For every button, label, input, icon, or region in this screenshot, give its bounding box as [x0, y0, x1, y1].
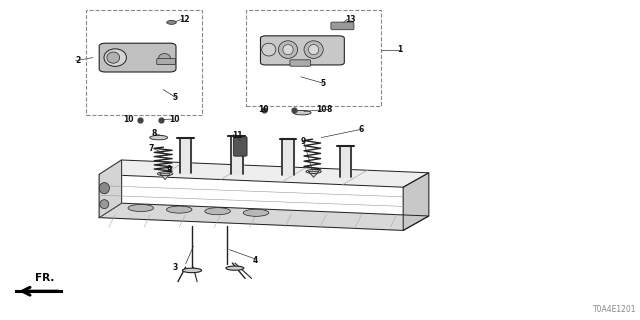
Ellipse shape [243, 209, 269, 216]
Ellipse shape [283, 44, 293, 55]
Polygon shape [308, 172, 319, 177]
Ellipse shape [157, 172, 173, 176]
Polygon shape [160, 174, 170, 180]
FancyBboxPatch shape [234, 137, 247, 156]
Text: 10: 10 [258, 105, 268, 114]
Text: 10: 10 [169, 115, 179, 124]
FancyBboxPatch shape [157, 59, 175, 65]
Ellipse shape [159, 54, 170, 62]
Ellipse shape [107, 52, 120, 63]
FancyBboxPatch shape [99, 43, 176, 72]
Ellipse shape [166, 206, 192, 213]
Polygon shape [403, 173, 429, 230]
Polygon shape [180, 138, 191, 173]
Polygon shape [99, 160, 122, 218]
Polygon shape [99, 203, 429, 230]
Text: T0A4E1201: T0A4E1201 [593, 305, 637, 314]
Text: 4: 4 [253, 256, 258, 265]
Text: 10: 10 [124, 115, 134, 124]
Ellipse shape [293, 110, 311, 115]
Ellipse shape [150, 135, 168, 140]
Text: 12: 12 [179, 15, 189, 24]
Text: 3: 3 [173, 263, 178, 272]
Bar [246, 10, 381, 106]
Ellipse shape [226, 266, 244, 270]
Text: 9: 9 [301, 137, 306, 146]
Bar [86, 10, 202, 115]
Text: 5: 5 [320, 79, 325, 88]
Polygon shape [99, 160, 429, 187]
Ellipse shape [128, 204, 154, 212]
FancyBboxPatch shape [331, 22, 354, 30]
Text: FR.: FR. [35, 273, 54, 283]
FancyBboxPatch shape [260, 36, 344, 65]
Ellipse shape [104, 49, 127, 67]
Ellipse shape [278, 41, 298, 59]
Text: 9: 9 [166, 165, 172, 174]
Text: 11: 11 [232, 131, 242, 140]
Polygon shape [282, 139, 294, 175]
Ellipse shape [306, 170, 321, 173]
Text: 8: 8 [152, 129, 157, 138]
Ellipse shape [304, 41, 323, 59]
Text: 10: 10 [316, 105, 326, 114]
Text: 5: 5 [173, 93, 178, 102]
Polygon shape [231, 136, 243, 174]
FancyBboxPatch shape [290, 60, 310, 66]
Text: 1: 1 [397, 45, 402, 54]
Ellipse shape [100, 200, 109, 209]
Ellipse shape [308, 44, 319, 55]
Ellipse shape [262, 43, 276, 56]
Ellipse shape [205, 208, 230, 215]
Ellipse shape [182, 268, 202, 273]
Text: 6: 6 [358, 125, 364, 134]
Ellipse shape [166, 20, 177, 24]
Text: 7: 7 [148, 144, 154, 153]
Text: 13: 13 [346, 15, 356, 24]
Polygon shape [99, 160, 122, 218]
Ellipse shape [99, 182, 109, 194]
Text: 8: 8 [326, 105, 332, 114]
Text: 2: 2 [76, 56, 81, 65]
Polygon shape [340, 146, 351, 177]
